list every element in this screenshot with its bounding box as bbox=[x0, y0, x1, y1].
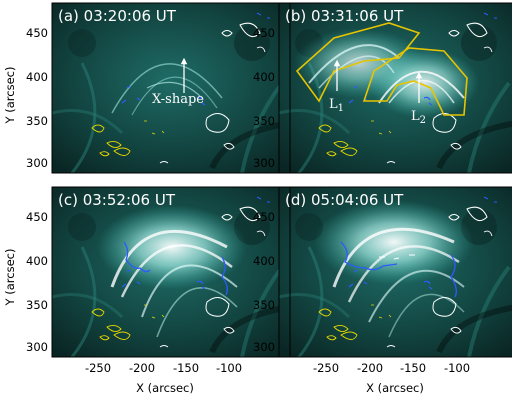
x-ticks-right: -250 -200 -150 -100 bbox=[313, 361, 470, 375]
y-axis-title-bottom: Y (arcsec) bbox=[3, 249, 17, 307]
panel-d: (d) 05:04:06 UT bbox=[279, 187, 512, 357]
x-tick-label: -150 bbox=[173, 361, 199, 375]
x-tick-label: -200 bbox=[129, 361, 155, 375]
panel-a: X-shape (a) 03:20:06 UT bbox=[52, 3, 290, 173]
y-ticks-top-right: 450 400 350 300 bbox=[253, 26, 275, 170]
y-tick-label: 450 bbox=[253, 26, 275, 40]
y-axis-title-top: Y (arcsec) bbox=[3, 67, 17, 125]
y-tick-label: 300 bbox=[253, 340, 275, 354]
y-tick-label: 450 bbox=[26, 26, 48, 40]
x-tick-label: -250 bbox=[85, 361, 111, 375]
x-tick-label: -200 bbox=[357, 361, 383, 375]
y-tick-label: 400 bbox=[253, 254, 275, 268]
y-tick-label: 350 bbox=[253, 298, 275, 312]
x-shape-label: X-shape bbox=[152, 92, 204, 107]
y-tick-label: 400 bbox=[26, 70, 48, 84]
x-axis-title-right: X (arcsec) bbox=[366, 381, 424, 395]
panel-b: L1 L2 (b) 03:31:06 UT bbox=[279, 3, 512, 173]
loop2-label: L2 bbox=[411, 109, 426, 126]
panel-c: (c) 03:52:06 UT bbox=[52, 187, 290, 357]
panel-c-label: (c) 03:52:06 UT bbox=[58, 191, 176, 209]
y-tick-label: 300 bbox=[26, 340, 48, 354]
panel-a-label: (a) 03:20:06 UT bbox=[58, 7, 177, 25]
loop1-label: L1 bbox=[329, 97, 344, 114]
y-tick-label: 350 bbox=[253, 114, 275, 128]
x-ticks-left: -250 -200 -150 -100 bbox=[85, 361, 242, 375]
x-tick-label: -100 bbox=[444, 361, 470, 375]
x-tick-label: -100 bbox=[216, 361, 242, 375]
loop2-box bbox=[362, 47, 468, 116]
y-ticks-top: 450 400 350 300 bbox=[26, 26, 48, 170]
x-tick-label: -150 bbox=[400, 361, 426, 375]
y-tick-label: 300 bbox=[253, 156, 275, 170]
y-tick-label: 300 bbox=[26, 156, 48, 170]
panel-b-label: (b) 03:31:06 UT bbox=[285, 7, 404, 25]
panel-d-label: (d) 05:04:06 UT bbox=[285, 191, 404, 209]
y-tick-label: 450 bbox=[26, 210, 48, 224]
y-tick-label: 350 bbox=[26, 114, 48, 128]
y-tick-label: 350 bbox=[26, 298, 48, 312]
loop1-box bbox=[295, 22, 421, 103]
y-ticks-bottom-right: 450 400 350 300 bbox=[253, 210, 275, 354]
x-axis-title-left: X (arcsec) bbox=[136, 381, 194, 395]
y-tick-label: 400 bbox=[26, 254, 48, 268]
y-tick-label: 400 bbox=[253, 70, 275, 84]
y-ticks-bottom: 450 400 350 300 bbox=[26, 210, 48, 354]
y-tick-label: 450 bbox=[253, 210, 275, 224]
x-tick-label: -250 bbox=[313, 361, 339, 375]
panel-frames bbox=[51, 2, 512, 358]
